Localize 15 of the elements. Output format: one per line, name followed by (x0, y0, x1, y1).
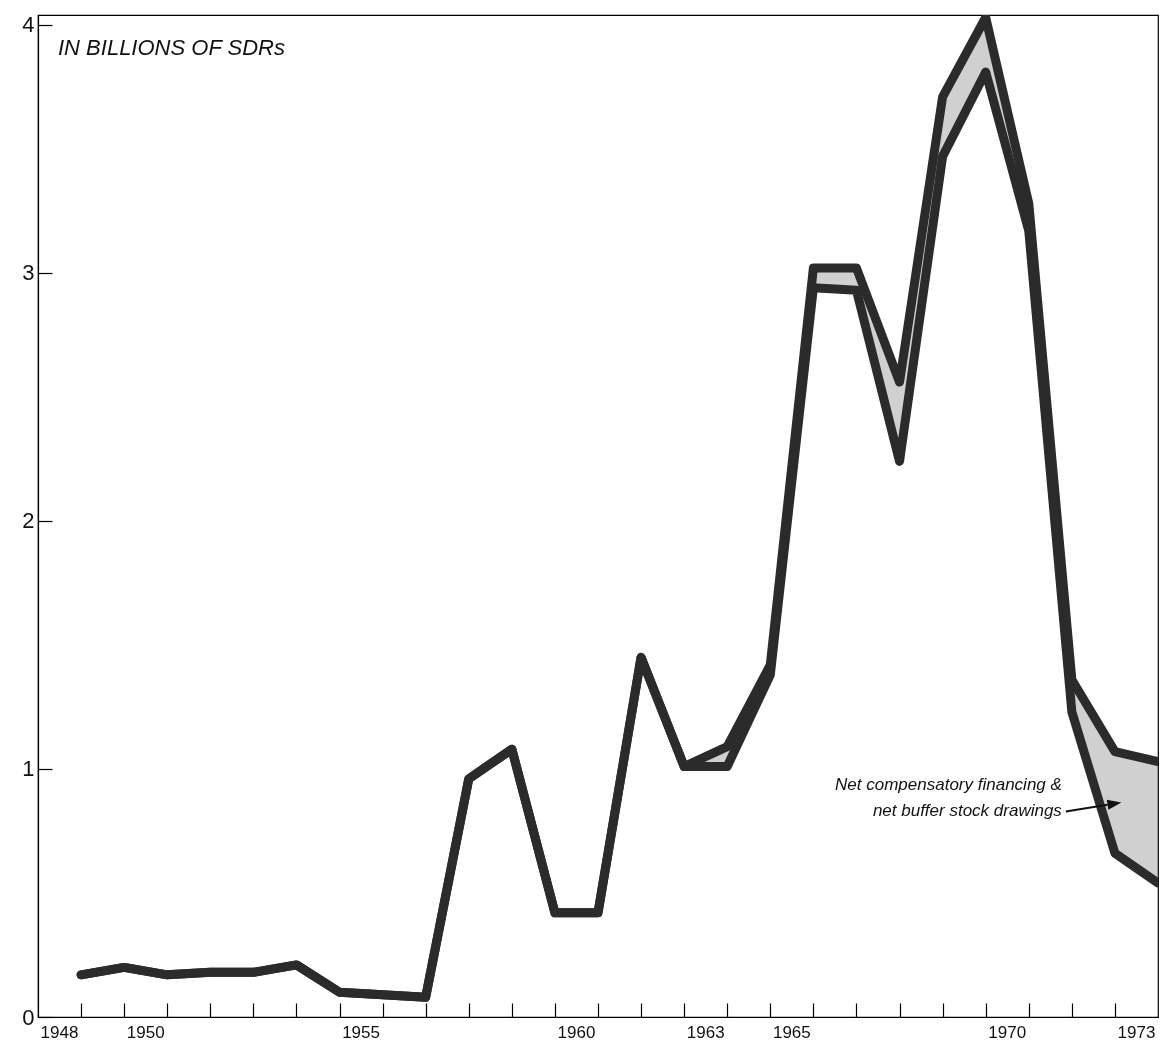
y-tick-label: 2 (22, 508, 35, 534)
y-tick-label: 4 (22, 12, 35, 38)
x-tick-label: 1948 (40, 1023, 79, 1043)
x-tick-label: 1963 (686, 1023, 725, 1043)
x-tick-label: 1950 (126, 1023, 165, 1043)
x-tick-label: 1970 (988, 1023, 1027, 1043)
x-tick-label: 1973 (1117, 1023, 1156, 1043)
text: Net compensatory financing & net buffer stock drawings (835, 774, 1062, 823)
y-axis-title: IN BILLIONS OF SDRs (58, 35, 285, 61)
x-tick-label: 1960 (557, 1023, 596, 1043)
x-tick-label: 1955 (342, 1023, 380, 1043)
y-tick-label: 3 (22, 260, 35, 286)
y-tick-label: 0 (22, 1004, 35, 1030)
x-tick-label: 1965 (772, 1023, 811, 1043)
y-tick-label: 1 (22, 756, 35, 782)
